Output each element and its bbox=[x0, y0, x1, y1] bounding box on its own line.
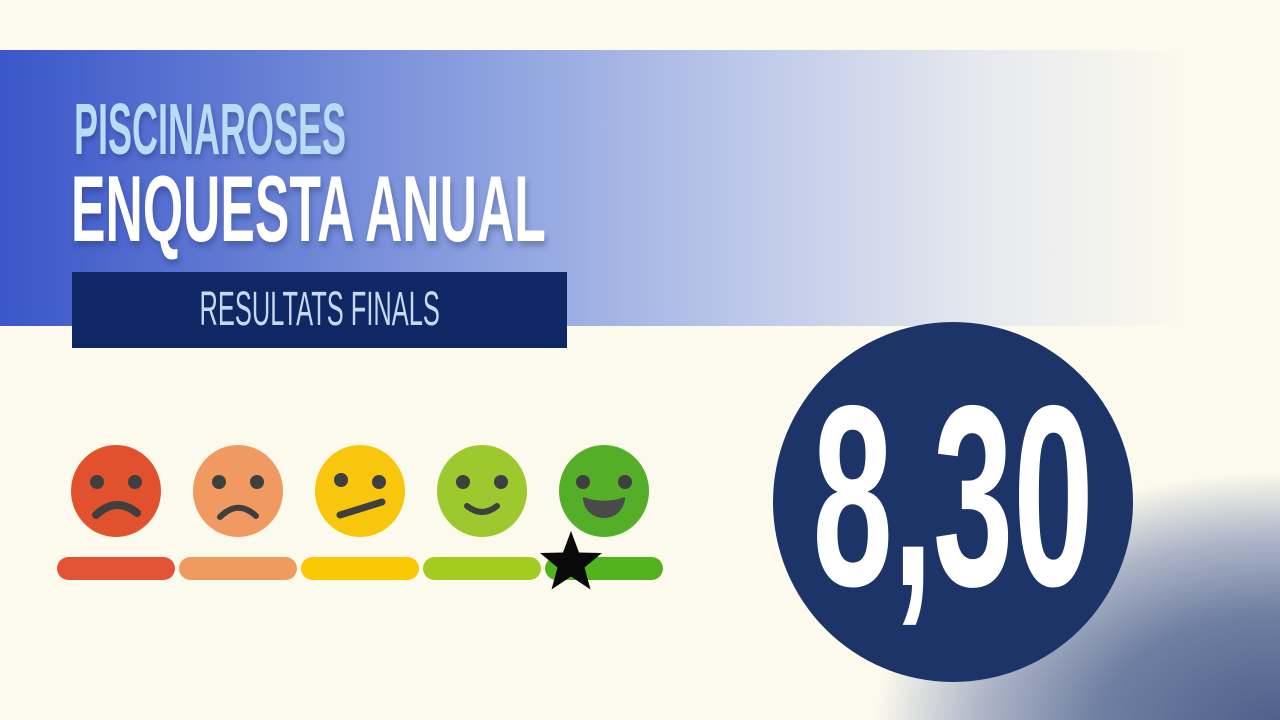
scale-bar-3 bbox=[301, 557, 419, 580]
rating-scale bbox=[57, 445, 663, 590]
scale-bar-2 bbox=[179, 557, 297, 580]
slanted-mouth-icon bbox=[336, 498, 386, 519]
frown-mouth-icon bbox=[217, 504, 259, 520]
neutral-face-icon bbox=[315, 445, 405, 537]
score-circle: 8,30 bbox=[773, 322, 1133, 682]
open-smile-mouth-icon bbox=[583, 497, 625, 518]
smile-mouth-icon bbox=[464, 503, 500, 515]
scale-bar-4 bbox=[423, 557, 541, 580]
eye-icon bbox=[456, 475, 470, 489]
brand-title: PISCINAROSES bbox=[74, 90, 347, 170]
scale-bar-1 bbox=[57, 557, 175, 580]
eye-icon bbox=[128, 475, 142, 489]
subtitle-label: RESULTATS FINALS bbox=[199, 283, 440, 336]
unhappy-face-icon bbox=[193, 445, 283, 537]
frown-mouth-icon bbox=[92, 501, 141, 519]
eye-icon bbox=[372, 475, 386, 489]
score-value: 8,30 bbox=[812, 351, 1094, 640]
eye-icon bbox=[618, 475, 632, 489]
eye-icon bbox=[212, 475, 226, 489]
subtitle-box: RESULTATS FINALS bbox=[72, 272, 567, 348]
happy-face-icon bbox=[437, 445, 527, 537]
eye-icon bbox=[576, 475, 590, 489]
eye-icon bbox=[334, 473, 348, 487]
very-happy-face-icon bbox=[559, 445, 649, 537]
star-icon bbox=[540, 531, 602, 590]
page-title: ENQUESTA ANUAL bbox=[71, 156, 546, 261]
very-unhappy-face-icon bbox=[71, 445, 161, 537]
eye-icon bbox=[90, 475, 104, 489]
eye-icon bbox=[494, 475, 508, 489]
eye-icon bbox=[250, 475, 264, 489]
